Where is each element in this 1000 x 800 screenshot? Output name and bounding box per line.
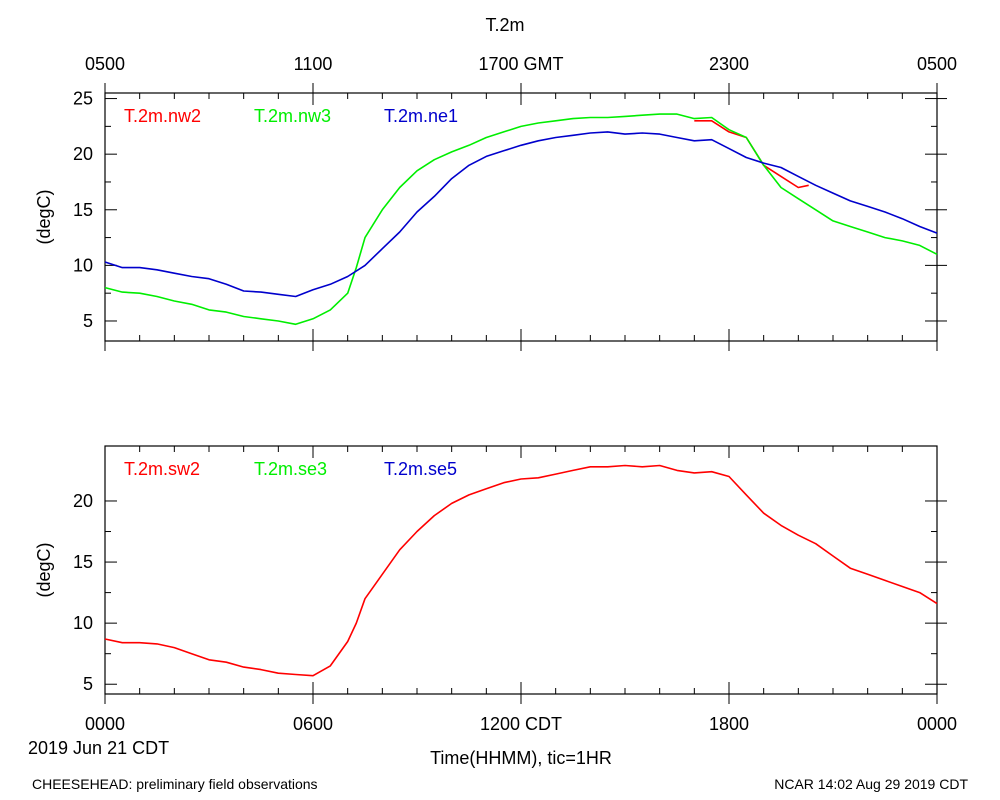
legend-se3: T.2m.se3 — [254, 459, 327, 479]
top-ytick-label-15: 15 — [73, 200, 93, 220]
series-line-T-2m-nw3 — [104, 113, 938, 326]
bottom-tick-label-3: 1800 — [709, 714, 749, 734]
bottom-ytick-label-20: 20 — [73, 491, 93, 511]
legend-nw3: T.2m.nw3 — [254, 106, 331, 126]
top-ytick-label-20: 20 — [73, 144, 93, 164]
footer-right: NCAR 14:02 Aug 29 2019 CDT — [774, 776, 968, 792]
bottom-tick-label-1: 0600 — [293, 714, 333, 734]
series-line-T-2m-ne1 — [104, 131, 938, 298]
top-panel-series — [104, 113, 938, 326]
bottom-tick-label-2: 1200 CDT — [480, 714, 562, 734]
top-ytick-label-25: 25 — [73, 89, 93, 109]
top-tick-label-3: 2300 — [709, 54, 749, 74]
footer-left: CHEESEHEAD: preliminary field observatio… — [32, 776, 318, 792]
bottom-panel-ticks: 5 10 15 20 — [73, 446, 947, 704]
bottom-panel-series — [104, 464, 938, 677]
series-line-T-2m-nw2 — [694, 120, 809, 189]
top-panel-ticks: 5 10 15 20 25 — [73, 83, 947, 351]
top-ytick-label-5: 5 — [83, 311, 93, 331]
bottom-panel-frame — [104, 445, 938, 695]
bottom-ytick-label-15: 15 — [73, 552, 93, 572]
top-tick-label-1: 1100 — [294, 54, 333, 74]
top-tick-label-4: 0500 — [917, 54, 957, 74]
legend-sw2: T.2m.sw2 — [124, 459, 200, 479]
bottom-ytick-label-5: 5 — [83, 674, 93, 694]
top-ytick-label-10: 10 — [73, 255, 93, 275]
bottom-panel: 5 10 15 20 (degC) T.2m.sw2 T.2m.se3 T.2m.se… — [34, 445, 947, 704]
chart-title: T.2m — [485, 15, 524, 35]
top-panel-frame — [104, 92, 938, 342]
bottom-tick-label-0: 0000 — [85, 714, 125, 734]
date-label: 2019 Jun 21 CDT — [28, 738, 169, 758]
top-panel-ylabel: (degC) — [34, 189, 54, 244]
series-line-T-2m-sw2 — [104, 464, 938, 677]
x-axis-label: Time(HHMM), tic=1HR — [430, 748, 612, 768]
top-panel: 5 10 15 20 25 (degC) T.2m.nw2 T.2m.nw3 T.2m.… — [34, 83, 947, 351]
top-tick-label-0: 0500 — [85, 54, 125, 74]
bottom-panel-ylabel: (degC) — [34, 542, 54, 597]
legend-nw2: T.2m.nw2 — [124, 106, 201, 126]
bottom-tick-label-4: 0000 — [917, 714, 957, 734]
legend-se5: T.2m.se5 — [384, 459, 457, 479]
legend-ne1: T.2m.ne1 — [384, 106, 458, 126]
bottom-ytick-label-10: 10 — [73, 613, 93, 633]
top-tick-label-2: 1700 GMT — [478, 54, 563, 74]
